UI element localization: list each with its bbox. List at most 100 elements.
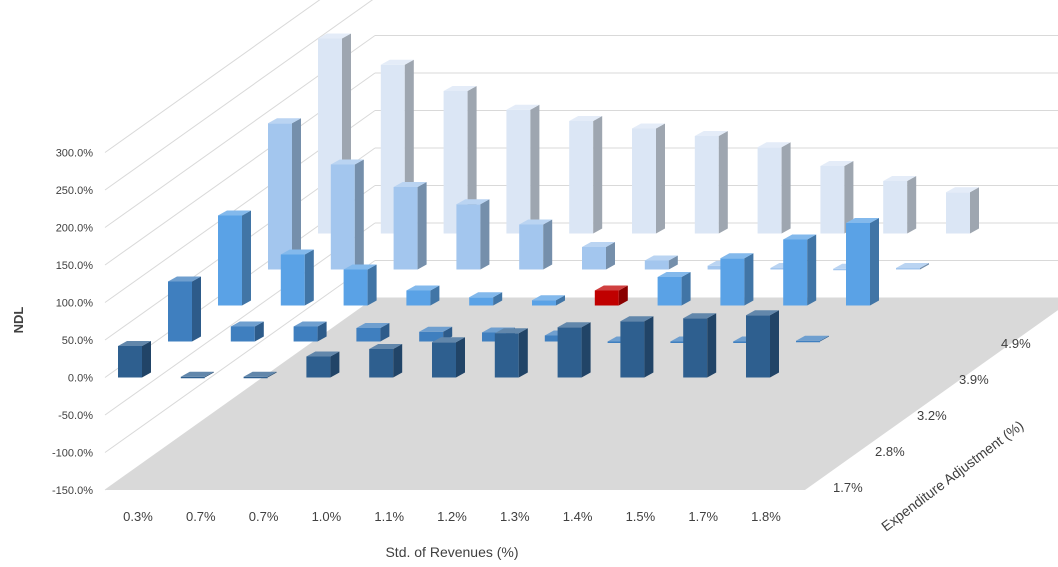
bar xyxy=(406,285,440,306)
x-tick-label: 1.5% xyxy=(626,509,656,524)
bar-front xyxy=(569,121,594,234)
bar-top xyxy=(118,341,151,346)
bar-top xyxy=(569,116,603,121)
bar-front xyxy=(330,164,355,270)
y-tick-label: -50.0% xyxy=(58,410,93,422)
bar-front xyxy=(180,376,205,379)
gridline-side xyxy=(104,0,374,191)
bar-front xyxy=(243,376,268,379)
bar-top xyxy=(268,118,301,124)
bar-top xyxy=(356,323,390,328)
bar-top xyxy=(432,337,465,343)
bar-front xyxy=(519,224,544,270)
bar-front xyxy=(594,290,619,306)
bar-side xyxy=(970,187,979,234)
bar-front xyxy=(532,300,556,306)
bar-side xyxy=(480,199,490,270)
bar-top xyxy=(306,351,340,357)
bar-front xyxy=(707,265,732,270)
bar-side xyxy=(393,344,403,378)
bar-front xyxy=(230,326,255,342)
depth-tick-label: 4.9% xyxy=(1001,336,1031,351)
bar xyxy=(330,159,364,270)
bar xyxy=(569,116,603,234)
bar-top xyxy=(330,159,364,165)
bar xyxy=(582,242,615,270)
bar-front xyxy=(419,331,444,342)
y-axis-ticks: -150.0% -100.0% -50.0% 0.0% 50.0% 100.0% 150.0… xyxy=(52,148,93,498)
bar-top xyxy=(632,123,665,129)
bar-front xyxy=(657,277,682,306)
bar xyxy=(757,142,791,234)
bar-top xyxy=(343,264,377,270)
bar xyxy=(456,199,490,270)
bar-side xyxy=(493,292,503,306)
bar-top xyxy=(218,210,251,216)
bar xyxy=(293,321,327,342)
bar xyxy=(506,104,540,234)
bar-front xyxy=(369,349,394,378)
bar-side xyxy=(292,118,301,270)
bar-front xyxy=(343,269,368,306)
bar xyxy=(557,322,591,378)
bar-side xyxy=(820,335,829,342)
bar-top xyxy=(519,219,553,225)
bar-front xyxy=(393,187,418,270)
bar-top xyxy=(456,199,490,205)
bar-top xyxy=(230,321,264,327)
bar-front xyxy=(946,192,970,234)
bar-top xyxy=(243,371,277,377)
bar-side xyxy=(707,313,717,378)
bar-top xyxy=(293,321,327,327)
bar-front xyxy=(482,332,506,342)
bar-side xyxy=(142,341,151,378)
bar-side xyxy=(456,337,465,378)
bar xyxy=(494,328,528,378)
bar-front xyxy=(694,136,719,234)
bar-front xyxy=(293,326,318,342)
bar-top xyxy=(406,285,440,291)
x-tick-label: 1.2% xyxy=(437,509,467,524)
bar xyxy=(783,234,817,306)
bar-front xyxy=(883,181,908,234)
bar-front xyxy=(670,341,695,343)
bar-side xyxy=(430,285,440,306)
bar-front xyxy=(644,260,669,270)
bar xyxy=(393,182,427,270)
bar-front xyxy=(432,342,456,378)
bar-side xyxy=(543,219,553,270)
bar-top xyxy=(657,272,691,277)
bar-side xyxy=(668,255,678,270)
bar-front xyxy=(406,290,431,306)
bar-front xyxy=(683,318,708,378)
y-tick-label: 100.0% xyxy=(56,298,94,310)
bar-top xyxy=(896,263,929,268)
bar xyxy=(180,371,214,379)
bar xyxy=(644,255,678,270)
bar-side xyxy=(254,321,264,342)
x-tick-label: 0.3% xyxy=(123,509,153,524)
bar xyxy=(883,176,917,234)
x-axis-title: Std. of Revenues (%) xyxy=(385,544,518,560)
bar-side xyxy=(267,371,277,378)
bar-side xyxy=(556,295,565,306)
bar-front xyxy=(544,335,569,342)
bar-front xyxy=(632,128,656,234)
bar-top xyxy=(168,276,201,282)
bar-top xyxy=(469,292,503,298)
bar-front xyxy=(506,109,531,234)
bar-front xyxy=(557,327,582,378)
bar-side xyxy=(467,86,477,234)
bar-top xyxy=(380,59,414,65)
y-tick-label: 150.0% xyxy=(56,260,94,272)
bar-side xyxy=(204,371,214,378)
bar xyxy=(168,276,201,342)
bar-front xyxy=(746,315,770,378)
bar-front xyxy=(168,281,192,342)
bar-front xyxy=(796,340,820,343)
x-tick-label: 0.7% xyxy=(186,509,216,524)
bar-top xyxy=(746,310,779,316)
bar-side xyxy=(644,316,654,378)
bar xyxy=(230,321,264,342)
